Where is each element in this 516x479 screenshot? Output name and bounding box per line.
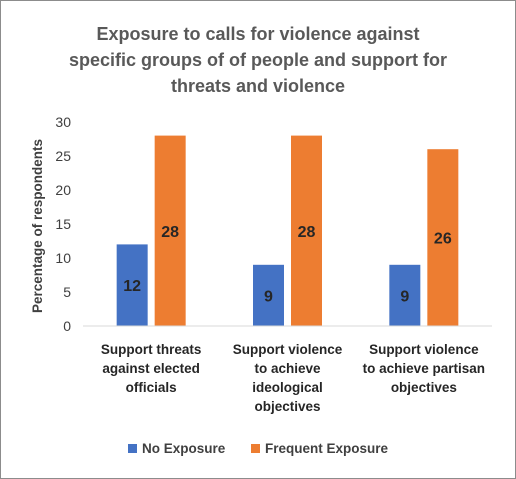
category-label: Support violence [233, 342, 343, 357]
bar-frequent-exposure [154, 135, 186, 326]
legend-swatch [128, 444, 137, 453]
data-label: 12 [123, 278, 141, 295]
y-axis-label: Percentage of respondents [30, 139, 45, 313]
y-tick-label: 15 [55, 216, 71, 232]
category-label: ideological [252, 380, 323, 395]
y-axis-ticks: 0 5 10 15 20 25 30 [55, 114, 71, 334]
y-tick-label: 20 [55, 182, 71, 198]
y-tick-label: 0 [63, 318, 71, 334]
chart-title: Exposure to calls for violence against sp… [69, 24, 447, 96]
y-tick-label: 30 [55, 114, 71, 130]
category-label: Support violence [369, 342, 479, 357]
bar-frequent-exposure [427, 149, 459, 326]
legend-entry: Frequent Exposure [265, 441, 389, 456]
category-label: against elected [102, 361, 200, 376]
data-label: 26 [434, 231, 452, 248]
category-label: officials [126, 380, 177, 395]
y-tick-label: 25 [55, 148, 71, 164]
category-label: to achieve partisan [363, 361, 485, 376]
bars: 12 9 9 28 28 26 [116, 135, 459, 326]
bar-no-exposure [253, 264, 284, 326]
data-label: 28 [161, 224, 179, 241]
legend-entry: No Exposure [142, 441, 226, 456]
category-labels: Support threats against elected officials S… [101, 342, 485, 414]
category-label: objectives [254, 399, 320, 414]
y-tick-label: 10 [55, 250, 71, 266]
bar-frequent-exposure [291, 135, 322, 326]
category-label: to achieve [254, 361, 321, 376]
bar-no-exposure [116, 244, 148, 326]
y-tick-label: 5 [63, 284, 71, 300]
chart-title-line: threats and violence [171, 76, 345, 96]
legend-swatch [251, 444, 260, 453]
data-label: 9 [264, 288, 273, 305]
data-label: 9 [400, 288, 409, 305]
legend: No Exposure Frequent Exposure [128, 441, 389, 456]
category-label: objectives [391, 380, 457, 395]
category-label: Support threats [101, 342, 202, 357]
data-label: 28 [298, 224, 316, 241]
chart-title-line: Exposure to calls for violence against [96, 24, 419, 44]
bar-no-exposure [389, 264, 421, 326]
chart-title-line: specific groups of of people and support… [69, 50, 447, 70]
